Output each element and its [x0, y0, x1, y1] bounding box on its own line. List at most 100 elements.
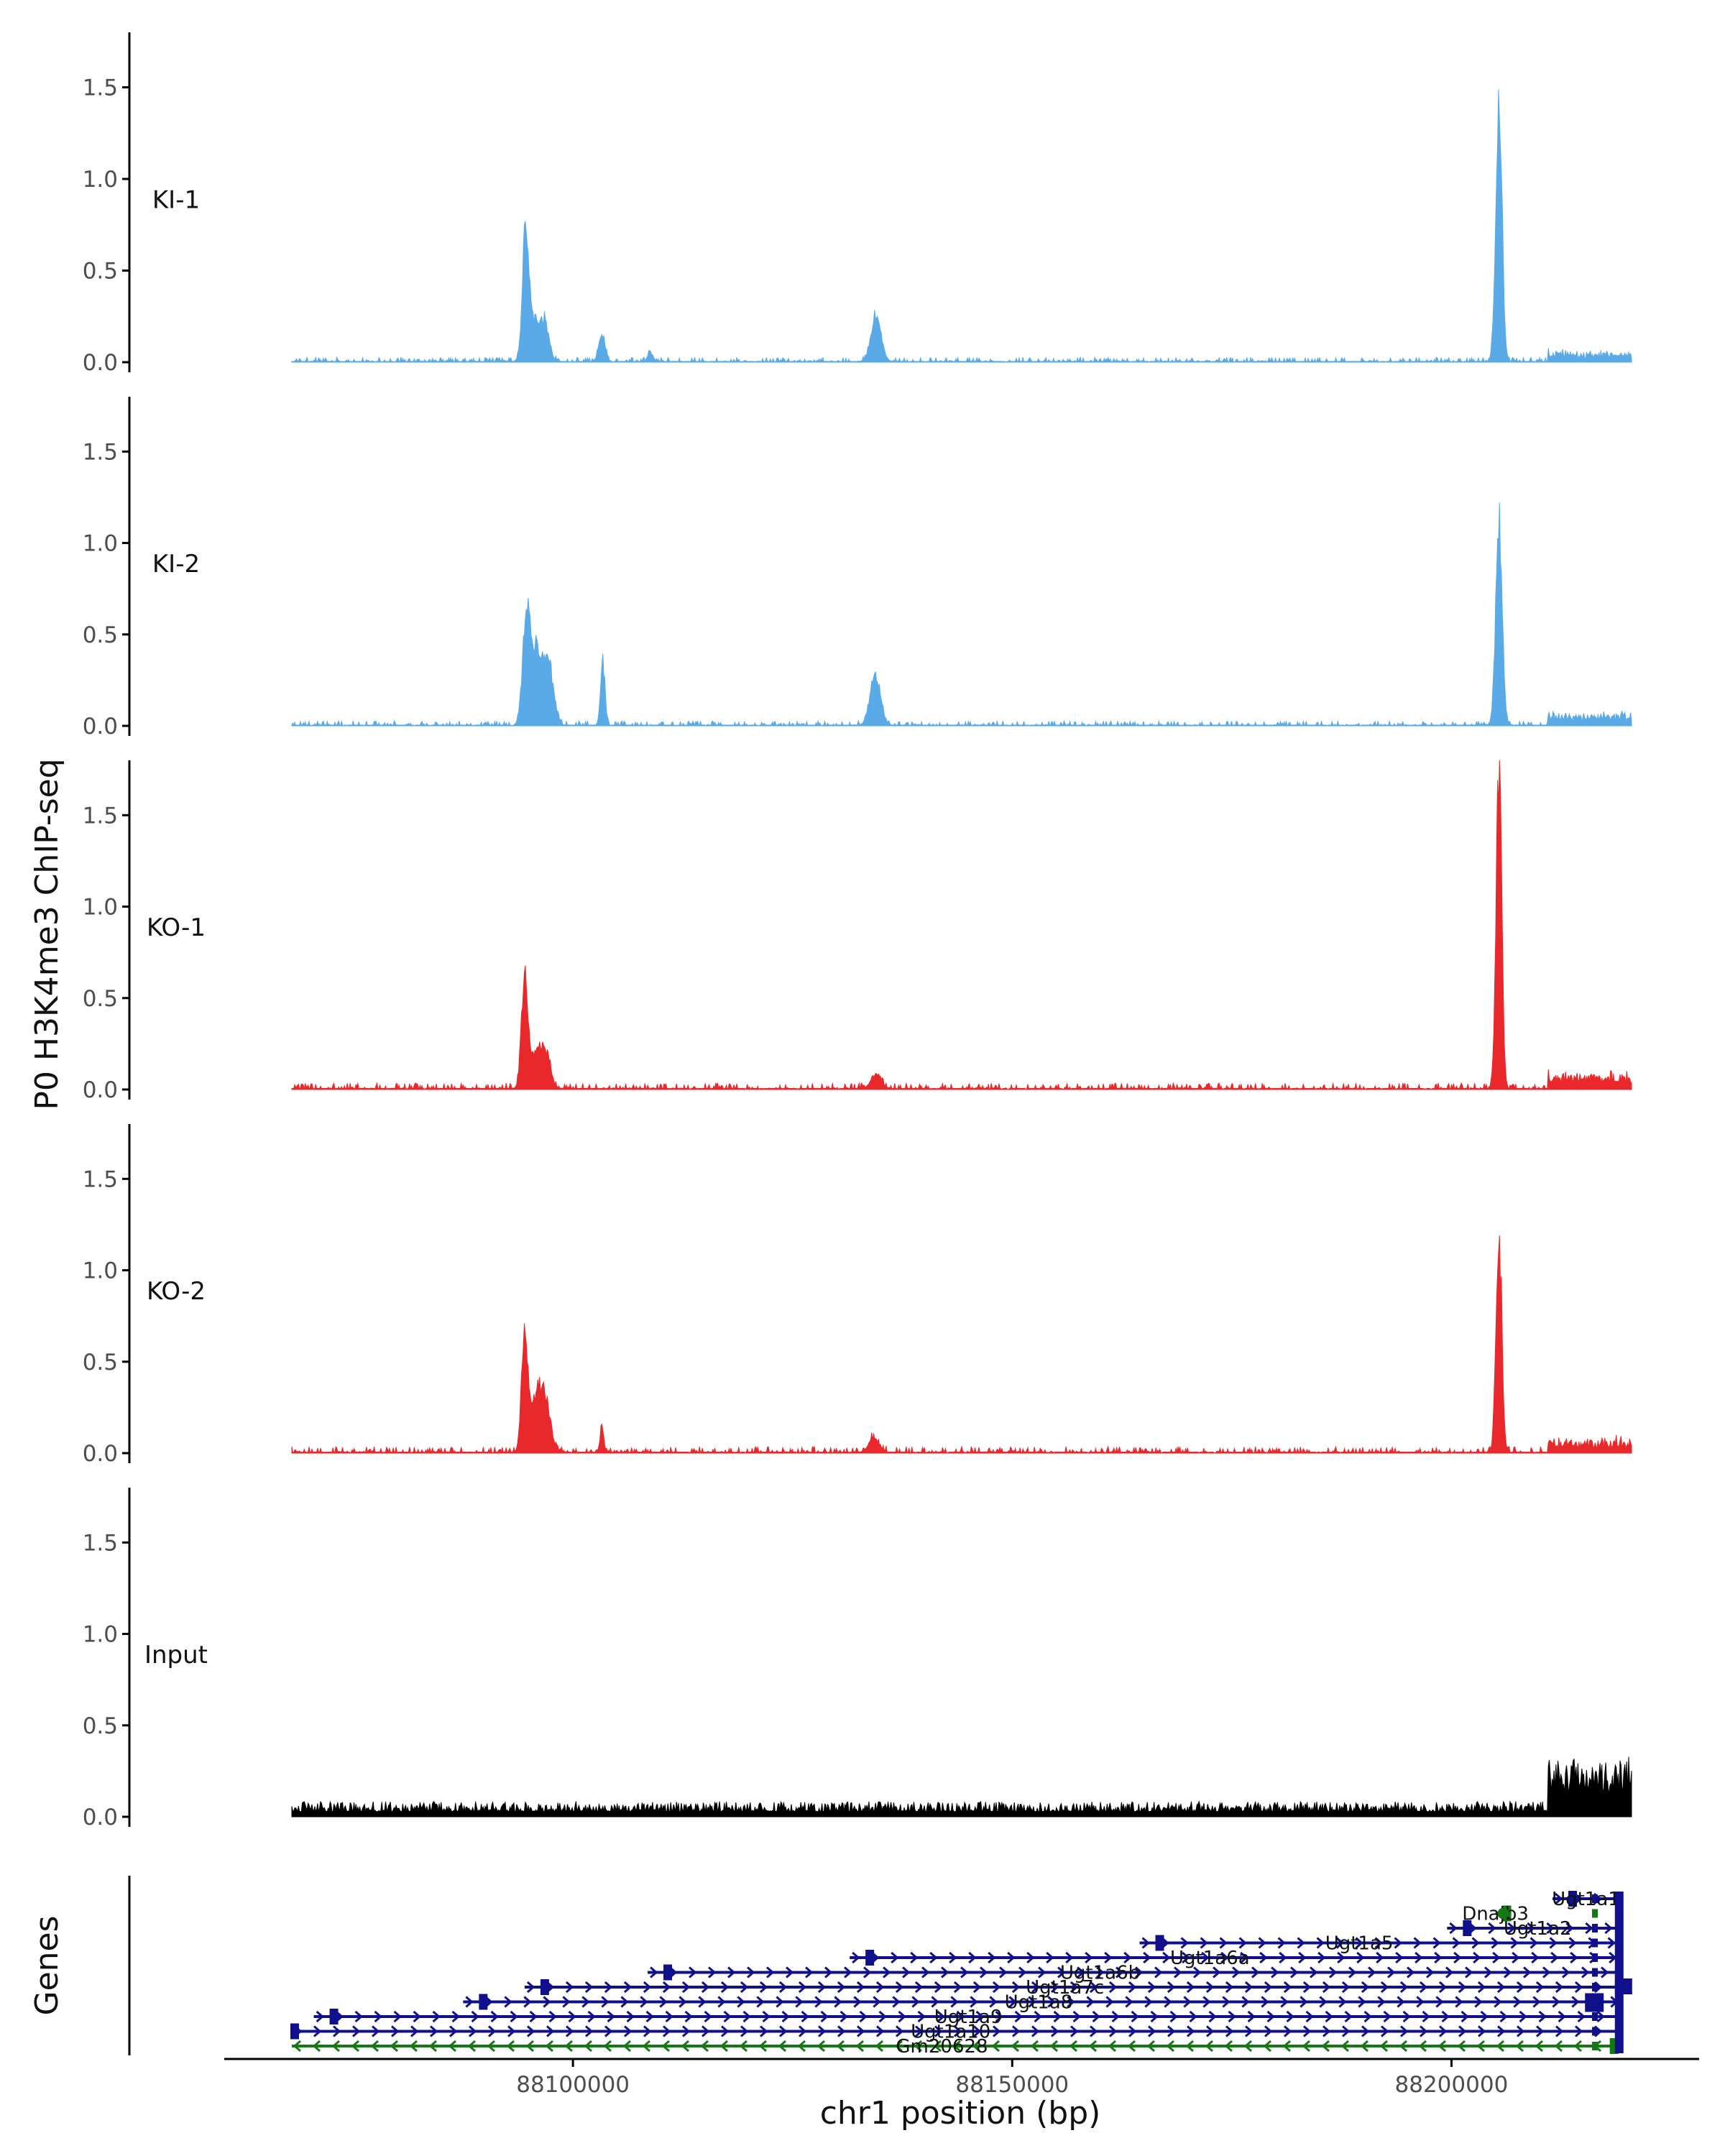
y-tick-label: 1.5	[83, 75, 118, 101]
strand-chevron	[659, 1996, 668, 2008]
signal-area-KI-2	[291, 502, 1632, 727]
strand-chevron	[960, 1966, 969, 1978]
strand-chevron	[626, 2010, 635, 2023]
strand-chevron	[1228, 2010, 1236, 2023]
strand-chevron	[622, 2040, 631, 2053]
strand-chevron	[837, 1981, 846, 1994]
gene-label: Ugt1a10	[911, 2022, 990, 2043]
strand-chevron	[352, 2025, 361, 2037]
strand-chevron	[1125, 1996, 1133, 2008]
strand-chevron	[1474, 1996, 1483, 2008]
strand-chevron	[739, 2040, 748, 2053]
gene-Ugt1a10: Ugt1a10	[290, 2022, 1619, 2043]
gene-label: Gm20628	[896, 2036, 988, 2058]
strand-chevron	[1397, 1996, 1405, 2008]
strand-chevron	[973, 2025, 982, 2037]
strand-chevron	[894, 2040, 903, 2053]
strand-chevron	[1455, 1996, 1463, 2008]
gene-Ugt1a1: Ugt1a1	[1552, 1889, 1620, 1910]
strand-chevron	[1435, 1996, 1444, 2008]
y-tick-label: 1.5	[83, 1166, 118, 1192]
strand-chevron	[934, 2025, 943, 2037]
strand-chevron	[523, 1996, 532, 2008]
strand-chevron	[814, 1996, 823, 2008]
strand-chevron	[1128, 1981, 1137, 1994]
strand-chevron	[1205, 1981, 1215, 1994]
strand-chevron	[661, 2040, 670, 2053]
strand-chevron	[895, 1981, 904, 1994]
y-tick-label: 0.5	[83, 1350, 118, 1376]
strand-chevron	[1575, 2025, 1583, 2037]
strand-chevron	[1504, 1966, 1512, 1978]
strand-chevron	[684, 2010, 693, 2023]
strand-chevron	[1135, 1966, 1144, 1978]
strand-chevron	[526, 1981, 535, 1994]
strand-chevron	[1394, 1937, 1402, 1949]
strand-chevron	[949, 1951, 957, 1964]
strand-chevron	[1438, 1981, 1448, 1994]
strand-chevron	[565, 1981, 574, 1994]
strand-chevron	[1555, 1892, 1563, 1905]
strand-chevron	[351, 2040, 359, 2053]
strand-chevron	[465, 1996, 474, 2008]
strand-chevron	[331, 2040, 340, 2053]
strand-chevron	[1244, 1981, 1254, 1994]
strand-chevron	[1478, 2025, 1486, 2037]
strand-chevron	[836, 2040, 845, 2053]
strand-chevron	[1438, 2040, 1446, 2053]
strand-chevron	[487, 2040, 495, 2053]
strand-chevron	[929, 1951, 938, 1964]
strand-chevron	[1072, 2010, 1081, 2023]
exon-block	[1155, 1935, 1164, 1951]
exon-block	[1591, 1894, 1598, 1903]
strand-chevron	[898, 2010, 906, 2023]
strand-chevron	[797, 2040, 806, 2053]
strand-chevron	[1266, 2010, 1275, 2023]
strand-chevron	[1379, 2040, 1388, 2053]
strand-chevron	[911, 1996, 920, 2008]
strand-chevron	[1089, 1981, 1098, 1994]
strand-chevron	[1213, 1966, 1221, 1978]
strand-chevron	[1049, 2040, 1058, 2053]
strand-chevron	[1310, 1966, 1318, 1978]
strand-chevron	[623, 1981, 632, 1994]
strand-chevron	[989, 1996, 998, 2008]
gene-label: Dnajb3	[1462, 1904, 1529, 1925]
strand-chevron	[1571, 1996, 1580, 2008]
strand-chevron	[1280, 1996, 1289, 2008]
gene-label: Ugt1a2	[1504, 1918, 1572, 1940]
strand-chevron	[1517, 2025, 1525, 2037]
strand-chevron	[1601, 1966, 1609, 1978]
strand-chevron	[721, 2025, 730, 2037]
strand-chevron	[506, 2040, 515, 2053]
strand-chevron	[740, 1981, 749, 1994]
strand-chevron	[1585, 1922, 1593, 1935]
strand-chevron	[1123, 1951, 1132, 1964]
strand-chevron	[760, 2025, 768, 2037]
strand-chevron	[678, 1996, 687, 2008]
strand-chevron	[393, 2010, 402, 2023]
strand-chevron	[604, 1981, 613, 1994]
strand-chevron	[504, 1996, 512, 2008]
strand-chevron	[999, 1966, 1008, 1978]
strand-chevron	[1057, 1966, 1066, 1978]
strand-chevron	[507, 2025, 516, 2037]
strand-chevron	[1340, 2040, 1349, 2053]
strand-chevron	[816, 2040, 825, 2053]
strand-chevron	[950, 1996, 959, 2008]
strand-chevron	[818, 2025, 827, 2037]
strand-chevron	[1565, 1922, 1574, 1935]
strand-chevron	[510, 2010, 518, 2023]
strand-chevron	[525, 2040, 534, 2053]
strand-chevron	[620, 1996, 629, 2008]
strand-chevron	[742, 2010, 751, 2023]
track-panel-KO-2: 0.0 0.5 1.0 1.5 KO-2	[83, 1124, 1632, 1467]
strand-chevron	[758, 2040, 767, 2053]
strand-chevron	[1546, 1922, 1555, 1935]
exon-block	[1463, 1920, 1472, 1936]
strand-chevron	[1127, 2040, 1136, 2053]
strand-chevron	[587, 2010, 596, 2023]
strand-chevron	[700, 2040, 709, 2053]
strand-chevron	[607, 2010, 615, 2023]
strand-chevron	[933, 2040, 942, 2053]
